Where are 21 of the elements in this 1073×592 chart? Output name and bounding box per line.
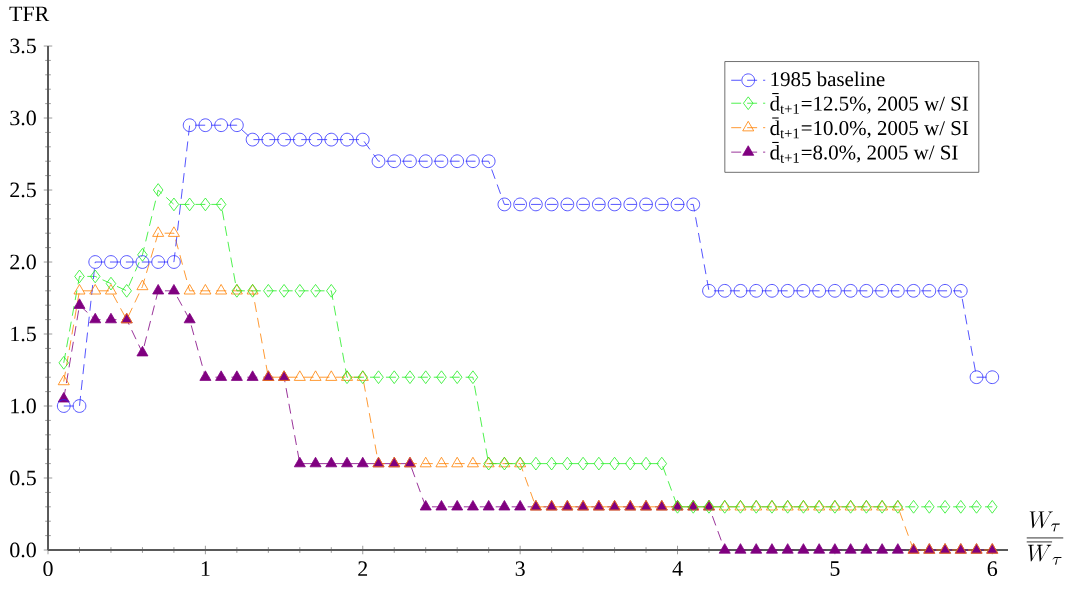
x-tick-label: 1 bbox=[201, 561, 210, 576]
y-tick-label: 3.0 bbox=[10, 110, 36, 126]
y-tick-label: 2.0 bbox=[10, 254, 36, 270]
legend-label: d̄$_{t+1}$=12.5%, 2005 w/ SI bbox=[770, 93, 969, 114]
x-tick-label: 0 bbox=[43, 561, 53, 577]
y-tick-label: 0.0 bbox=[10, 542, 36, 558]
x-tick-label: 6 bbox=[987, 561, 998, 577]
x-tick-label: 5 bbox=[830, 561, 840, 576]
y-tick-label: 1.5 bbox=[11, 326, 36, 342]
legend-label: d̄$_{t+1}$=10.0%, 2005 w/ SI bbox=[770, 117, 969, 139]
y-tick-label: 0.5 bbox=[10, 470, 36, 486]
legend-label: 1985 baseline bbox=[771, 71, 885, 87]
y-tick-label: 1.0 bbox=[11, 398, 36, 414]
x-axis-title: $\frac{W_\tau}{\overline{W}_\tau}$ bbox=[1026, 511, 1064, 565]
y-tick-label: 3.5 bbox=[10, 38, 36, 54]
x-tick-label: 4 bbox=[672, 561, 683, 576]
x-tick-label: 3 bbox=[515, 561, 525, 577]
legend-label: d̄$_{t+1}$=8.0%, 2005 w/ SI bbox=[770, 141, 958, 163]
y-tick-label: 2.5 bbox=[10, 182, 36, 198]
x-tick-label: 2 bbox=[358, 561, 368, 576]
y-axis-title: TFR bbox=[9, 6, 50, 21]
